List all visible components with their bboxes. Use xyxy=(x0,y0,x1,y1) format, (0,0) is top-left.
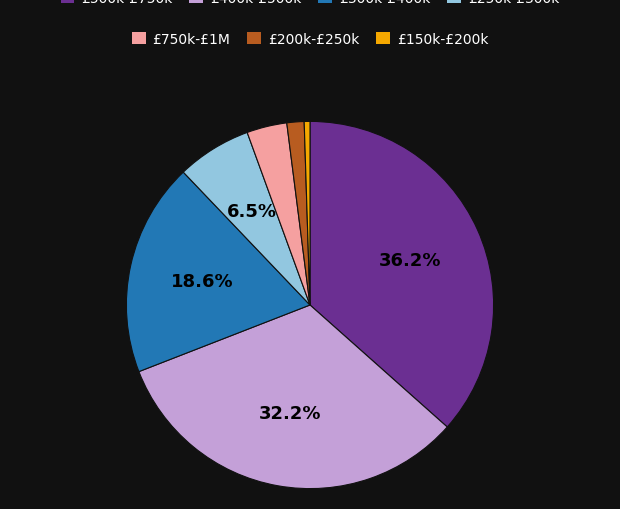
Legend: £750k-£1M, £200k-£250k, £150k-£200k: £750k-£1M, £200k-£250k, £150k-£200k xyxy=(131,33,489,47)
Wedge shape xyxy=(184,133,310,305)
Wedge shape xyxy=(287,122,310,305)
Wedge shape xyxy=(247,124,310,305)
Text: 18.6%: 18.6% xyxy=(171,272,234,291)
Wedge shape xyxy=(304,122,310,305)
Text: 6.5%: 6.5% xyxy=(227,203,277,221)
Text: 32.2%: 32.2% xyxy=(259,405,322,422)
Wedge shape xyxy=(126,173,310,372)
Wedge shape xyxy=(310,122,494,427)
Text: 36.2%: 36.2% xyxy=(379,251,441,269)
Wedge shape xyxy=(139,305,447,489)
